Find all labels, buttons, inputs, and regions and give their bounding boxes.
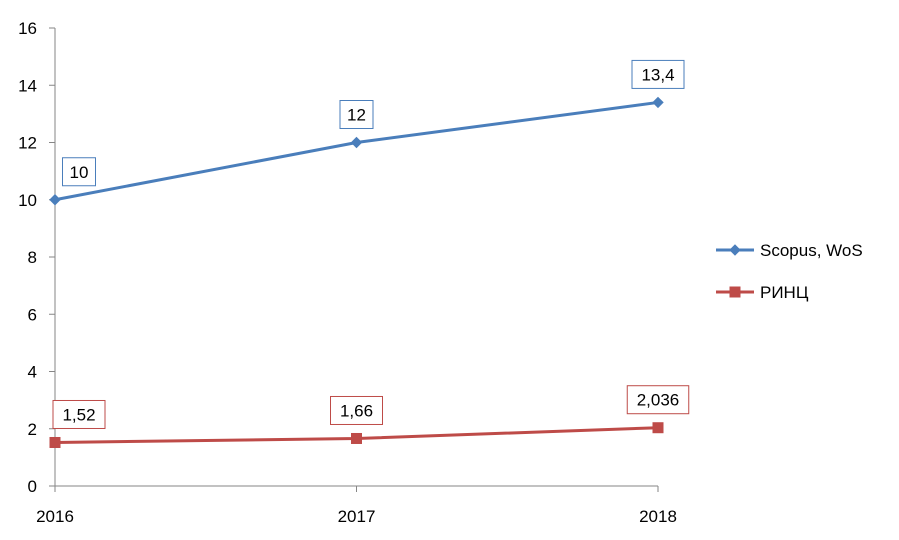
data-labels: 10 12 13,4 1,52 1,66 2,036 xyxy=(52,59,690,429)
series-layer xyxy=(49,96,664,448)
y-tick-label: 10 xyxy=(18,191,37,210)
data-label-text: 12 xyxy=(347,106,366,125)
data-label: 1,52 xyxy=(52,399,106,429)
data-label: 12 xyxy=(339,100,374,129)
data-label-box xyxy=(330,395,383,425)
axes: 0 2 4 6 8 10 12 14 16 2016 2017 2018 xyxy=(18,19,677,526)
legend-item: Scopus, WoS xyxy=(716,241,863,260)
data-label-text: 10 xyxy=(70,163,89,182)
data-label-box xyxy=(339,100,374,129)
y-tick-label: 16 xyxy=(18,19,37,38)
data-label-text: 1,52 xyxy=(62,405,95,424)
y-tick-label: 4 xyxy=(28,363,37,382)
data-label-text: 1,66 xyxy=(340,401,373,420)
y-tick-label: 2 xyxy=(28,420,37,439)
y-tick-label: 12 xyxy=(18,134,37,153)
data-point-marker xyxy=(351,432,362,444)
data-point-marker xyxy=(350,136,363,149)
data-point-marker xyxy=(49,194,61,206)
data-label-box xyxy=(52,399,106,429)
legend-marker xyxy=(729,286,741,298)
legend-item: РИНЦ xyxy=(716,283,809,302)
data-label-box xyxy=(631,59,685,89)
x-tick-label: 2017 xyxy=(338,507,376,526)
data-label-text: 13,4 xyxy=(641,65,674,84)
data-label-box xyxy=(62,157,96,187)
legend-label: Scopus, WoS xyxy=(760,241,863,260)
data-label: 10 xyxy=(62,157,96,187)
data-point-marker xyxy=(652,422,664,434)
data-label: 2,036 xyxy=(626,385,690,415)
data-label: 13,4 xyxy=(631,59,685,89)
y-tick-label: 8 xyxy=(28,248,37,267)
legend: Scopus, WoS РИНЦ xyxy=(716,241,863,302)
y-tick-label: 14 xyxy=(18,76,37,95)
data-point-marker xyxy=(652,96,664,109)
y-tick-label: 6 xyxy=(28,305,37,324)
x-tick-label: 2016 xyxy=(36,507,74,526)
legend-marker xyxy=(729,244,741,256)
data-label: 1,66 xyxy=(330,395,383,425)
x-tick-label: 2018 xyxy=(639,507,677,526)
legend-label: РИНЦ xyxy=(760,283,809,302)
y-tick-label: 0 xyxy=(28,477,37,496)
data-label-box xyxy=(626,385,690,415)
data-label-text: 2,036 xyxy=(637,391,680,410)
data-point-marker xyxy=(49,436,61,448)
